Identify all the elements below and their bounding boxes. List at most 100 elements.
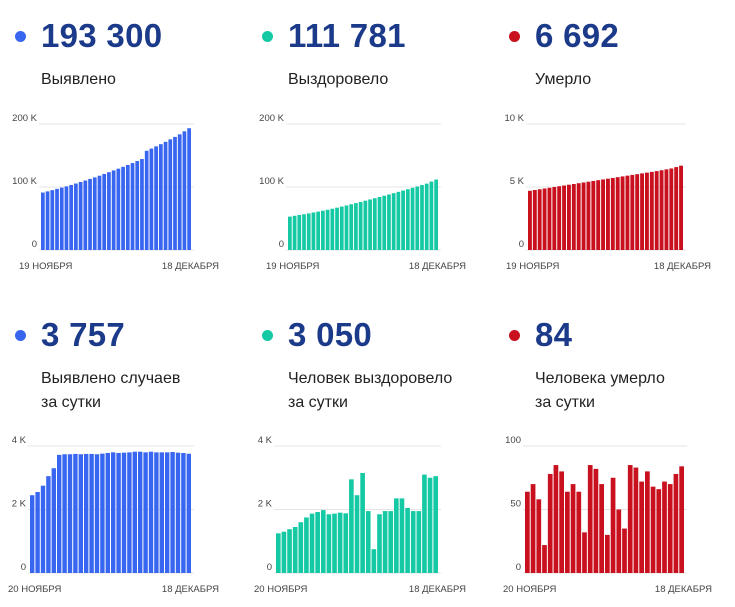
y-tick-label: 100	[505, 435, 521, 446]
bar	[528, 190, 532, 250]
stat-label: Человек выздоровело за сутки	[288, 367, 452, 415]
bar	[645, 471, 650, 573]
bar	[97, 175, 102, 250]
bar	[365, 511, 371, 573]
bar	[547, 187, 552, 250]
bar	[371, 549, 377, 573]
stat-label: Человека умерло за сутки	[535, 367, 665, 415]
bar	[287, 529, 292, 573]
y-tick-label: 0	[279, 239, 284, 250]
bar	[405, 189, 410, 250]
bar	[163, 141, 168, 250]
bar	[40, 485, 46, 573]
bar	[615, 177, 620, 250]
stat-label-line: Умерло	[535, 71, 592, 88]
bar	[537, 189, 542, 250]
blue-dot-icon	[15, 330, 26, 341]
x-tick-label-end: 18 ДЕКАБРЯ	[162, 261, 219, 272]
chart-cases-daily: 0 2 K 4 K 20 НОЯБРЯ 18 ДЕКАБРЯ	[8, 435, 219, 595]
stat-label-line: за сутки	[41, 394, 101, 411]
panel-recovered-daily: 3 050 Человек выздоровело за сутки 0 2 K 4…	[245, 300, 490, 607]
bar	[69, 184, 74, 250]
bar	[427, 477, 433, 573]
panel-cases-total: 193 300 Выявлено 0 100 K 200 K 19 НОЯБРЯ 18 …	[0, 0, 245, 300]
x-tick-label-start: 20 НОЯБРЯ	[8, 584, 61, 595]
x-tick-label-start: 20 НОЯБРЯ	[254, 584, 307, 595]
bar	[321, 210, 325, 250]
bar	[292, 526, 298, 573]
bar	[337, 512, 343, 573]
bar	[559, 471, 564, 573]
bar	[62, 454, 67, 573]
stat-label-line: Выявлено случаев	[41, 370, 181, 387]
bar	[73, 453, 78, 573]
bar	[276, 533, 281, 573]
bar	[662, 481, 667, 573]
bar	[391, 193, 396, 250]
bar	[582, 532, 587, 573]
y-tick-label: 200 K	[12, 113, 37, 124]
bar	[424, 183, 429, 250]
bar	[679, 165, 684, 250]
bar	[170, 452, 175, 573]
stat-value: 6 692	[535, 17, 620, 54]
y-tick-label: 4 K	[12, 435, 27, 446]
x-tick-label-end: 18 ДЕКАБРЯ	[654, 261, 711, 272]
bar	[311, 212, 316, 250]
bar	[433, 476, 438, 573]
red-dot-icon	[509, 31, 520, 42]
bar	[650, 486, 656, 573]
bar	[405, 507, 410, 573]
bar	[78, 182, 83, 250]
bar	[557, 186, 562, 250]
bar	[55, 188, 59, 250]
y-tick-label: 0	[519, 239, 524, 250]
stat-label-line: за сутки	[288, 394, 348, 411]
stat-value: 84	[535, 316, 573, 353]
x-tick-label-start: 19 НОЯБРЯ	[266, 261, 319, 272]
bar	[530, 484, 536, 573]
bar	[593, 468, 599, 573]
stat-label-line: Человека умерло	[535, 370, 665, 387]
bar	[633, 467, 639, 573]
bar	[394, 498, 399, 573]
bar	[121, 452, 127, 573]
y-tick-label: 0	[32, 239, 37, 250]
bar	[281, 531, 287, 573]
panel-deaths-total: 6 692 Умерло 0 5 K 10 K 19 НОЯБРЯ 18 ДЕКАБРЯ	[490, 0, 735, 300]
bar	[84, 453, 89, 573]
chart-recovered-total: 0 100 K 200 K 19 НОЯБРЯ 18 ДЕКАБРЯ	[259, 113, 466, 272]
bar	[552, 187, 557, 250]
bar	[320, 510, 326, 573]
panel-cases-daily: 3 757 Выявлено случаев за сутки 0 2 K 4 K 2…	[0, 300, 245, 607]
x-tick-label-end: 18 ДЕКАБРЯ	[655, 584, 712, 595]
bar	[532, 190, 537, 250]
bar	[116, 452, 121, 573]
bar	[354, 495, 360, 573]
bar	[596, 180, 601, 250]
bar	[326, 514, 332, 573]
bar	[148, 451, 154, 573]
x-tick-label-end: 18 ДЕКАБРЯ	[409, 584, 466, 595]
bar	[59, 187, 64, 250]
bar	[674, 167, 679, 250]
bar	[158, 144, 163, 250]
x-tick-label-start: 20 НОЯБРЯ	[503, 584, 556, 595]
bar	[434, 179, 438, 250]
bar	[35, 492, 40, 573]
bar	[57, 454, 62, 573]
bar	[138, 451, 143, 573]
bar	[78, 454, 83, 573]
bar	[315, 512, 320, 573]
bar	[401, 190, 405, 250]
bar	[302, 214, 306, 250]
bar	[50, 190, 55, 250]
bar	[640, 173, 645, 250]
y-tick-label: 4 K	[258, 435, 273, 446]
bar	[382, 195, 387, 250]
bar	[92, 177, 97, 250]
bar	[627, 465, 633, 573]
bar	[622, 528, 627, 573]
bar	[149, 148, 154, 250]
y-tick-label: 0	[21, 562, 26, 573]
